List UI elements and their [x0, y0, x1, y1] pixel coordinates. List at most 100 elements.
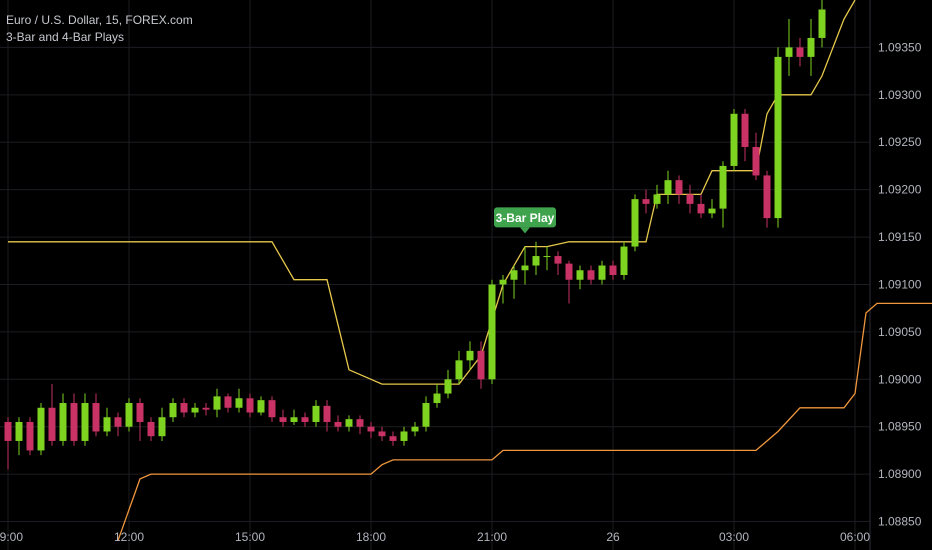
- candle-up: [664, 180, 672, 195]
- time-tick-label: 21:00: [477, 530, 507, 544]
- candle-down: [246, 398, 254, 413]
- candle-up: [444, 379, 452, 394]
- price-tick-label: 1.09250: [878, 135, 922, 149]
- candle-down: [796, 47, 804, 57]
- candle-down: [4, 421, 12, 441]
- candle-down: [477, 350, 485, 380]
- candle-up: [708, 208, 716, 214]
- candle-up: [620, 246, 628, 275]
- indicator-lines: [8, 0, 932, 541]
- candle-down: [48, 407, 56, 441]
- candle-down: [752, 146, 760, 176]
- candle-up: [521, 265, 529, 271]
- candle-up: [125, 403, 133, 427]
- candle-down: [92, 403, 100, 432]
- candle-down: [763, 175, 771, 219]
- candle-down: [697, 203, 705, 214]
- candle-down: [356, 419, 364, 427]
- candle-up: [345, 419, 353, 427]
- candle-up: [466, 350, 474, 361]
- play-label-text: 3-Bar Play: [496, 211, 555, 225]
- price-tick-label: 1.09350: [878, 40, 922, 54]
- price-tick-label: 1.09050: [878, 325, 922, 339]
- candle-up: [37, 407, 45, 451]
- time-tick-label: 18:00: [356, 530, 386, 544]
- candle-up: [169, 403, 177, 418]
- time-tick-label: 15:00: [235, 530, 265, 544]
- price-tick-label: 1.09300: [878, 88, 922, 102]
- candle-up: [411, 426, 419, 432]
- candle-down: [378, 431, 386, 437]
- time-tick-label: 03:00: [719, 530, 749, 544]
- candle-down: [741, 113, 749, 147]
- candle-down: [279, 417, 287, 422]
- candle-down: [389, 436, 397, 441]
- time-tick-label: 12:00: [114, 530, 144, 544]
- candle-up: [543, 256, 551, 258]
- candle-down: [202, 407, 210, 410]
- chart-grid: [0, 0, 871, 550]
- candle-up: [576, 270, 584, 280]
- play-annotations: 3-Bar Play: [494, 207, 556, 234]
- candle-down: [609, 265, 617, 275]
- candle-up: [400, 431, 408, 441]
- candle-up: [213, 396, 221, 410]
- lower-channel-line: [117, 302, 932, 541]
- candle-up: [730, 113, 738, 166]
- candle-up: [257, 400, 265, 413]
- price-tick-label: 1.09100: [878, 277, 922, 291]
- symbol-title[interactable]: Euro / U.S. Dollar, 15, FOREX.com: [6, 13, 193, 27]
- candle-up: [103, 417, 111, 432]
- price-tick-label: 1.09200: [878, 183, 922, 197]
- candle-up: [422, 403, 430, 427]
- candle-down: [323, 405, 331, 422]
- candle-down: [180, 403, 188, 413]
- play-label-pointer: [520, 227, 530, 234]
- candle-up: [499, 279, 507, 285]
- candle-up: [191, 407, 199, 413]
- candle-up: [785, 47, 793, 57]
- candle-up: [235, 398, 243, 408]
- candle-down: [26, 421, 34, 451]
- price-tick-label: 1.08850: [878, 515, 922, 529]
- candle-up: [290, 417, 298, 422]
- price-tick-label: 1.09000: [878, 372, 922, 386]
- candle-down: [587, 270, 595, 280]
- candle-up: [510, 270, 518, 280]
- candle-up: [532, 256, 540, 266]
- candle-up: [631, 199, 639, 247]
- candle-up: [433, 393, 441, 404]
- candle-down: [565, 263, 573, 280]
- candle-up: [488, 284, 496, 380]
- candle-up: [598, 265, 606, 280]
- indicator-title[interactable]: 3-Bar and 4-Bar Plays: [6, 30, 125, 44]
- upper-channel-line: [8, 0, 856, 385]
- candle-down: [114, 417, 122, 427]
- candle-up: [653, 194, 661, 204]
- candle-up: [774, 56, 782, 219]
- candle-down: [301, 417, 309, 422]
- candle-down: [268, 400, 276, 418]
- candle-up: [15, 421, 23, 441]
- candle-up: [59, 403, 67, 441]
- price-tick-label: 1.09150: [878, 230, 922, 244]
- candle-up: [719, 165, 727, 209]
- price-tick-label: 1.08950: [878, 420, 922, 434]
- candle-down: [642, 199, 650, 204]
- candle-down: [70, 403, 78, 441]
- candle-down: [147, 421, 155, 437]
- candle-up: [312, 405, 320, 422]
- candle-down: [224, 396, 232, 408]
- candle-down: [686, 194, 694, 204]
- candle-up: [818, 9, 826, 38]
- price-axis: 1.09350 1.09300 1.09250 1.09200 1.09150 1.091…: [878, 40, 922, 528]
- candle-down: [675, 180, 683, 195]
- candle-up: [455, 360, 463, 380]
- candle-down: [554, 256, 562, 264]
- candlestick-series: [4, 0, 826, 470]
- candle-down: [334, 421, 342, 427]
- play-label-box: [494, 207, 556, 228]
- time-tick-label: 26: [606, 530, 620, 544]
- price-tick-label: 1.08900: [878, 467, 922, 481]
